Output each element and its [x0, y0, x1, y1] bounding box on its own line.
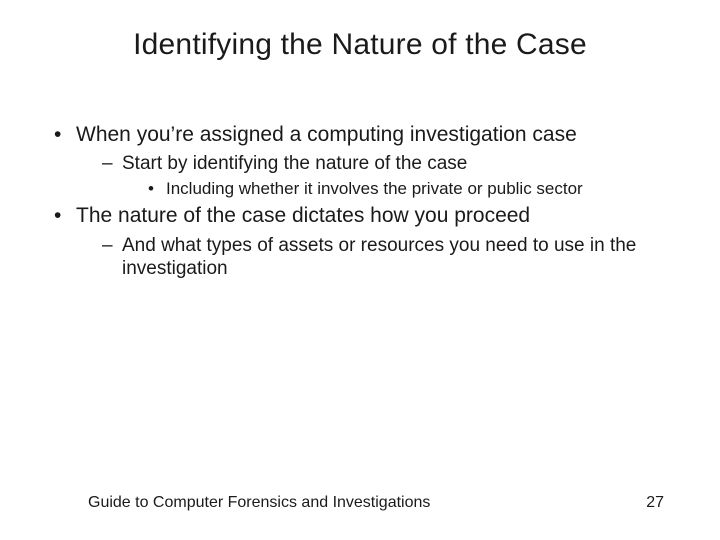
footer-text: Guide to Computer Forensics and Investig… — [88, 494, 430, 512]
slide-title: Identifying the Nature of the Case — [36, 28, 684, 62]
bullet-list-level3: Including whether it involves the privat… — [122, 178, 684, 199]
bullet-text: And what types of assets or resources yo… — [122, 235, 636, 280]
bullet-text: Start by identifying the nature of the c… — [122, 153, 467, 174]
list-item: The nature of the case dictates how you … — [54, 203, 684, 281]
bullet-list-level2: And what types of assets or resources yo… — [76, 234, 684, 282]
bullet-list-level2: Start by identifying the nature of the c… — [76, 152, 684, 199]
list-item: And what types of assets or resources yo… — [102, 234, 684, 282]
bullet-text: Including whether it involves the privat… — [166, 179, 583, 198]
bullet-list-level1: When you’re assigned a computing investi… — [36, 122, 684, 281]
slide: Identifying the Nature of the Case When … — [0, 0, 720, 540]
list-item: Including whether it involves the privat… — [148, 178, 684, 199]
list-item: When you’re assigned a computing investi… — [54, 122, 684, 199]
bullet-text: When you’re assigned a computing investi… — [76, 123, 577, 146]
list-item: Start by identifying the nature of the c… — [102, 152, 684, 199]
bullet-text: The nature of the case dictates how you … — [76, 204, 530, 227]
page-number: 27 — [646, 494, 664, 512]
slide-footer: Guide to Computer Forensics and Investig… — [0, 494, 720, 512]
